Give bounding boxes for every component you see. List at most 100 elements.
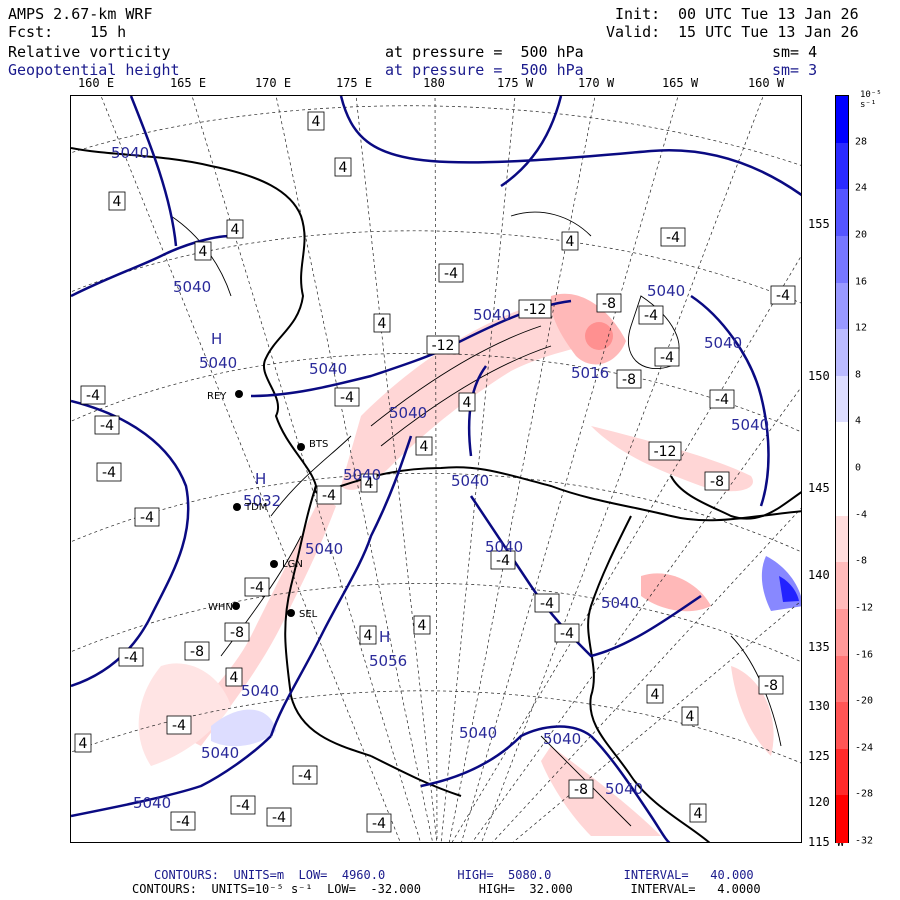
height-label: 5040 <box>173 278 211 296</box>
model-title: AMPS 2.67-km WRF <box>8 5 153 23</box>
vort-label: -8 <box>574 782 588 798</box>
colorbar-segment <box>836 702 848 750</box>
colorbar-tick: 24 <box>855 182 868 194</box>
colorbar-segment <box>836 96 848 144</box>
forecast-hour: 15 h <box>90 23 127 41</box>
vort-label: -12 <box>432 338 455 354</box>
vort-box <box>681 706 699 726</box>
vort-box <box>224 622 250 642</box>
height-label: 5040 <box>133 794 171 812</box>
height-label: 5040 <box>111 144 149 162</box>
station-label: WHN <box>208 602 233 613</box>
colorbar-tick: -28 <box>855 788 874 800</box>
vort-box <box>709 389 735 409</box>
lon-label: 175 E <box>335 76 373 90</box>
vort-label: 4 <box>79 736 88 752</box>
height-labels: 5040 5040 5040 5040 5040 5040 5040 5040 … <box>111 144 769 812</box>
vort-box <box>561 231 579 251</box>
height-label: 5040 <box>241 682 279 700</box>
colorbar-tick: 12 <box>855 322 868 334</box>
vort-label: 4 <box>418 618 427 634</box>
vort-label: -8 <box>622 372 636 388</box>
height-label: 5040 <box>605 780 643 798</box>
vort-label: 4 <box>694 806 703 822</box>
height-label: 5040 <box>731 416 769 434</box>
height-contours <box>71 96 801 842</box>
vort-box <box>359 625 377 645</box>
station-label: LGN <box>282 559 303 570</box>
vort-box <box>307 111 325 131</box>
height-label: 5040 <box>473 306 511 324</box>
vort-box <box>704 471 730 491</box>
vort-label: -4 <box>322 488 336 504</box>
vort-label: -4 <box>372 816 386 832</box>
vort-box <box>638 305 664 325</box>
high-value: 5056 <box>369 652 407 670</box>
vort-box <box>458 392 476 412</box>
vort-box <box>366 813 392 833</box>
vort-label: -4 <box>444 266 458 282</box>
colorbar-tick: 4 <box>855 415 862 427</box>
vort-label: -4 <box>540 596 554 612</box>
vort-box <box>554 623 580 643</box>
field1-pressure: at pressure = 500 hPa <box>385 43 584 61</box>
lon-label: 175 W <box>496 76 534 90</box>
vort-label: -4 <box>124 650 138 666</box>
height-label: 5040 <box>543 730 581 748</box>
station-dot <box>232 602 240 610</box>
colorbar-tick: -4 <box>855 509 868 521</box>
graticule <box>71 96 801 842</box>
station-label: SEL <box>299 609 318 620</box>
map-panel[interactable]: 4 4 4 4 4 4 4 4 4 4 4 4 4 4 4 4 4 -4 <box>70 95 802 843</box>
vort-label: -4 <box>100 418 114 434</box>
vort-label: 4 <box>651 687 660 703</box>
colorbar-segment <box>836 795 848 843</box>
height-label: 5040 <box>343 466 381 484</box>
vort-label: -12 <box>654 444 677 460</box>
field1-name: Relative vorticity <box>8 43 171 61</box>
vort-label: 4 <box>230 670 239 686</box>
vort-label: -4 <box>644 308 658 324</box>
vort-box <box>518 299 552 319</box>
vort-box <box>166 715 192 735</box>
vort-box <box>360 473 378 493</box>
high-marker: H <box>211 330 222 348</box>
vort-label: -4 <box>236 798 250 814</box>
vort-label: -4 <box>102 465 116 481</box>
field2-name: Geopotential height <box>8 61 180 79</box>
colorbar-tick: -8 <box>855 555 868 567</box>
coastline <box>71 147 801 842</box>
field1-smoothing: sm= 4 <box>772 43 818 61</box>
vort-box <box>490 550 516 570</box>
valid-time: 15 UTC Tue 13 Jan 26 <box>678 23 859 41</box>
vort-box <box>225 667 243 687</box>
lon-label: 165 W <box>661 76 699 90</box>
colorbar-segment <box>836 142 848 190</box>
height-label: 5040 <box>201 744 239 762</box>
station-label: TDM <box>244 502 267 513</box>
init-time: 00 UTC Tue 13 Jan 26 <box>678 5 859 23</box>
vort-label: -4 <box>250 580 264 596</box>
vorticity-contours <box>170 211 782 827</box>
vort-box <box>648 441 682 461</box>
footer-vorticity-contours: CONTOURS: UNITS=10⁻⁵ s⁻¹ LOW= -32.000 HI… <box>132 882 761 896</box>
station-label: REY <box>207 391 227 402</box>
vort-label: -4 <box>666 230 680 246</box>
vort-label: -4 <box>140 510 154 526</box>
station-dot <box>270 560 278 568</box>
vorticity-labels: 4 4 4 4 4 4 4 4 4 4 4 4 4 4 4 4 4 -4 <box>74 111 796 833</box>
vort-box <box>426 335 460 355</box>
vort-box <box>596 293 622 313</box>
vort-label: 4 <box>199 244 208 260</box>
vort-box <box>266 807 292 827</box>
colorbar-segment <box>836 515 848 563</box>
init-label: Init: <box>615 5 661 23</box>
vort-box <box>334 387 360 407</box>
colorbar-tick: -16 <box>855 649 874 660</box>
vort-box <box>534 593 560 613</box>
station-label: BTS <box>309 439 328 450</box>
vort-box <box>415 436 433 456</box>
vort-label: -4 <box>176 814 190 830</box>
height-label: 5040 <box>309 360 347 378</box>
lon-label: 170 W <box>577 76 615 90</box>
